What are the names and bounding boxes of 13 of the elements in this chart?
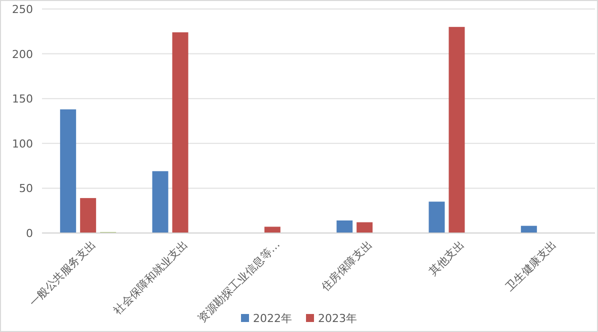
y-tick-label: 150 <box>12 92 33 106</box>
y-tick-label: 100 <box>12 137 33 150</box>
x-tick-label: 社会保障和就业支出 <box>111 238 190 318</box>
y-tick-label: 0 <box>26 227 33 240</box>
x-tick-label: 住房保障支出 <box>318 238 375 294</box>
y-tick-label: 200 <box>12 48 33 61</box>
y-tick-label: 250 <box>12 3 33 16</box>
legend-label: 2023年 <box>318 312 357 325</box>
y-tick-label: 50 <box>19 182 33 196</box>
legend-label: 2022年 <box>253 312 292 325</box>
x-tick-label: 其他支出 <box>426 238 467 278</box>
x-tick-label: 一般公共服务支出 <box>26 238 98 310</box>
x-tick-label: 卫生健康支出 <box>503 238 560 294</box>
